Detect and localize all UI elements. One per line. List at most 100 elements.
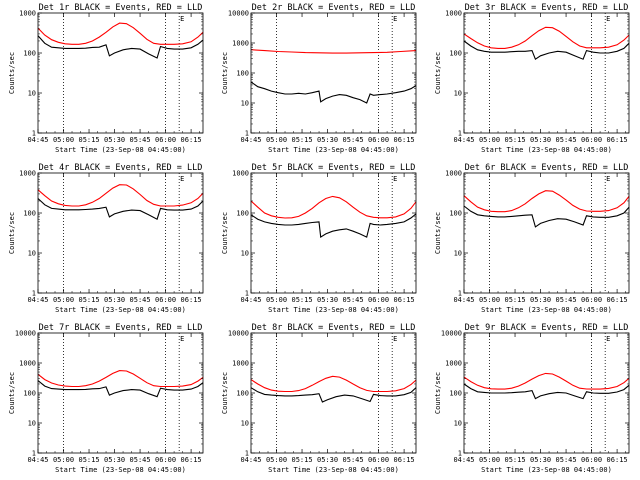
y-tick-label: 1 bbox=[32, 130, 36, 138]
x-tick-label: 05:45 bbox=[556, 456, 577, 464]
chart-svg: Det 1r BLACK = Events, RED = LLD E 1 10 100 1… bbox=[8, 3, 204, 154]
chart-title: Det 2r BLACK = Events, RED = LLD bbox=[252, 3, 416, 13]
x-axis-label: Start Time (23-Sep-08 04:45:00) bbox=[268, 306, 399, 314]
y-tick-label: 1 bbox=[245, 290, 249, 298]
plot-frame bbox=[250, 332, 417, 454]
y-tick-label: 1 bbox=[245, 130, 249, 138]
marker-label: E bbox=[393, 15, 397, 23]
y-tick-label: 1000 bbox=[445, 360, 462, 368]
x-tick-label: 06:15 bbox=[181, 456, 202, 464]
x-tick-label: 06:15 bbox=[394, 136, 415, 144]
y-tick-label: 1000 bbox=[232, 170, 249, 178]
y-tick-label: 100 bbox=[449, 50, 462, 58]
x-tick-label: 05:30 bbox=[530, 136, 551, 144]
y-tick-label: 1000 bbox=[19, 360, 36, 368]
x-tick-label: 05:00 bbox=[266, 136, 287, 144]
x-tick-label: 05:30 bbox=[104, 296, 125, 304]
chart-panel-2: Det 2r BLACK = Events, RED = LLD E 1 10 100 1… bbox=[213, 0, 426, 160]
y-tick-label: 10000 bbox=[15, 330, 36, 338]
y-tick-label: 10 bbox=[241, 100, 249, 108]
x-tick-label: 06:00 bbox=[155, 456, 176, 464]
y-axis-label: Counts/sec bbox=[221, 52, 229, 94]
x-tick-label: 05:30 bbox=[317, 456, 338, 464]
y-tick-label: 100 bbox=[236, 210, 249, 218]
chart-title: Det 7r BLACK = Events, RED = LLD bbox=[39, 323, 203, 333]
x-tick-label: 05:30 bbox=[317, 136, 338, 144]
x-tick-label: 04:45 bbox=[27, 296, 48, 304]
x-tick-label: 04:45 bbox=[453, 456, 474, 464]
x-tick-label: 05:45 bbox=[556, 296, 577, 304]
chart-title: Det 9r BLACK = Events, RED = LLD bbox=[465, 323, 629, 333]
series-lld bbox=[463, 26, 630, 49]
x-axis-label: Start Time (23-Sep-08 04:45:00) bbox=[268, 146, 399, 154]
y-tick-label: 100 bbox=[23, 50, 36, 58]
y-tick-label: 1000 bbox=[232, 360, 249, 368]
x-tick-label: 04:45 bbox=[27, 456, 48, 464]
series-events bbox=[463, 40, 630, 61]
y-tick-label: 1000 bbox=[445, 170, 462, 178]
x-tick-label: 04:45 bbox=[240, 296, 261, 304]
marker-label: E bbox=[606, 335, 610, 343]
marker-label: E bbox=[180, 175, 184, 183]
chart-panel-5: Det 5r BLACK = Events, RED = LLD E 1 10 100 1… bbox=[213, 160, 426, 320]
x-tick-label: 05:15 bbox=[504, 456, 525, 464]
x-tick-label: 06:00 bbox=[581, 136, 602, 144]
x-tick-label: 05:15 bbox=[78, 296, 99, 304]
y-tick-label: 10000 bbox=[228, 330, 249, 338]
y-axis-label: Counts/sec bbox=[8, 372, 16, 414]
plot-frame bbox=[463, 12, 630, 134]
x-tick-label: 05:30 bbox=[530, 296, 551, 304]
x-tick-label: 05:15 bbox=[291, 136, 312, 144]
x-tick-label: 05:00 bbox=[266, 296, 287, 304]
chart-title: Det 8r BLACK = Events, RED = LLD bbox=[252, 323, 416, 333]
y-tick-label: 1000 bbox=[445, 10, 462, 18]
plot-frame bbox=[37, 332, 204, 454]
x-tick-label: 05:15 bbox=[504, 296, 525, 304]
x-tick-label: 06:00 bbox=[581, 296, 602, 304]
x-axis-label: Start Time (23-Sep-08 04:45:00) bbox=[481, 466, 612, 474]
chart-panel-8: Det 8r BLACK = Events, RED = LLD E 1 10 100 1… bbox=[213, 320, 426, 480]
plot-frame bbox=[37, 12, 204, 134]
x-tick-label: 05:30 bbox=[104, 136, 125, 144]
chart-svg: Det 7r BLACK = Events, RED = LLD E 1 10 100 1… bbox=[8, 323, 204, 474]
x-tick-label: 05:00 bbox=[53, 456, 74, 464]
series-events bbox=[463, 205, 630, 228]
chart-panel-9: Det 9r BLACK = Events, RED = LLD E 1 10 100 1… bbox=[426, 320, 639, 480]
x-tick-label: 04:45 bbox=[453, 136, 474, 144]
x-tick-label: 06:15 bbox=[394, 456, 415, 464]
plot-frame bbox=[37, 172, 204, 294]
x-tick-label: 05:45 bbox=[556, 136, 577, 144]
chart-panel-3: Det 3r BLACK = Events, RED = LLD E 1 10 100 1… bbox=[426, 0, 639, 160]
y-tick-label: 1000 bbox=[232, 40, 249, 48]
series-lld bbox=[37, 184, 204, 207]
y-tick-label: 10 bbox=[28, 420, 36, 428]
x-tick-label: 04:45 bbox=[27, 136, 48, 144]
x-tick-label: 05:30 bbox=[317, 296, 338, 304]
y-tick-label: 10 bbox=[454, 250, 462, 258]
y-tick-label: 10 bbox=[241, 420, 249, 428]
x-tick-label: 06:00 bbox=[368, 136, 389, 144]
x-axis-label: Start Time (23-Sep-08 04:45:00) bbox=[55, 466, 186, 474]
y-tick-label: 100 bbox=[449, 210, 462, 218]
x-axis-label: Start Time (23-Sep-08 04:45:00) bbox=[481, 146, 612, 154]
series-lld bbox=[250, 49, 417, 54]
x-axis-label: Start Time (23-Sep-08 04:45:00) bbox=[481, 306, 612, 314]
series-events bbox=[250, 387, 417, 403]
chart-panel-1: Det 1r BLACK = Events, RED = LLD E 1 10 100 1… bbox=[0, 0, 213, 160]
y-tick-label: 1000 bbox=[19, 170, 36, 178]
y-tick-label: 100 bbox=[449, 390, 462, 398]
y-tick-label: 100 bbox=[23, 390, 36, 398]
series-lld bbox=[250, 375, 417, 393]
marker-label: E bbox=[180, 15, 184, 23]
x-tick-label: 06:15 bbox=[181, 136, 202, 144]
y-tick-label: 1 bbox=[245, 450, 249, 458]
marker-label: E bbox=[180, 335, 184, 343]
y-tick-label: 10 bbox=[241, 250, 249, 258]
x-tick-label: 05:45 bbox=[130, 296, 151, 304]
y-tick-label: 1 bbox=[458, 290, 462, 298]
series-events bbox=[37, 380, 204, 398]
series-events bbox=[250, 213, 417, 239]
y-tick-label: 1 bbox=[32, 290, 36, 298]
x-tick-label: 04:45 bbox=[240, 456, 261, 464]
y-axis-label: Counts/sec bbox=[434, 212, 442, 254]
